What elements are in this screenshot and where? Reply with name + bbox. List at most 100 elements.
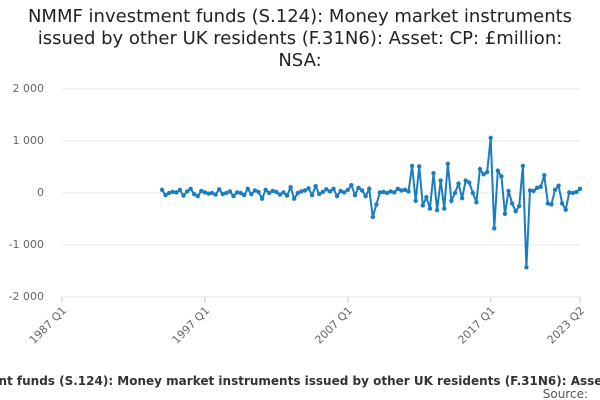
- y-tick-label: 1 000: [13, 134, 45, 147]
- data-point: [406, 189, 411, 194]
- data-point: [459, 196, 465, 201]
- data-point: [356, 185, 361, 190]
- data-point: [538, 184, 543, 189]
- x-tick-label: 2007 Q1: [312, 304, 355, 347]
- data-point: [509, 201, 515, 206]
- data-point: [227, 189, 233, 194]
- data-point: [231, 193, 236, 199]
- data-point: [424, 194, 429, 200]
- x-tick-label: 2017 Q1: [455, 304, 498, 347]
- data-point: [284, 193, 290, 198]
- data-point: [402, 187, 408, 193]
- y-tick-label: 2 000: [13, 82, 45, 95]
- data-point: [559, 201, 565, 206]
- data-point: [267, 190, 272, 196]
- data-point: [295, 190, 300, 196]
- data-point: [238, 190, 243, 196]
- data-point: [570, 190, 576, 196]
- data-point: [202, 190, 208, 195]
- data-point: [317, 191, 322, 197]
- data-point: [277, 192, 283, 197]
- data-point: [520, 163, 526, 169]
- data-point: [577, 186, 583, 192]
- data-point: [524, 265, 529, 270]
- data-point: [370, 214, 375, 220]
- data-point: [502, 211, 508, 216]
- y-tick-label: 0: [37, 186, 44, 199]
- data-point: [517, 203, 522, 209]
- data-point: [313, 184, 318, 189]
- data-point: [499, 174, 504, 179]
- data-point: [442, 206, 447, 211]
- data-point: [384, 190, 390, 196]
- data-point: [363, 193, 368, 199]
- data-point: [567, 190, 572, 195]
- data-point: [534, 185, 540, 190]
- data-point: [199, 188, 204, 194]
- data-point: [434, 207, 440, 213]
- data-point: [281, 190, 286, 195]
- data-point: [306, 186, 311, 191]
- data-point: [556, 183, 561, 188]
- data-point: [484, 170, 490, 175]
- data-point: [166, 190, 172, 196]
- data-point: [263, 187, 268, 193]
- data-point: [252, 188, 258, 193]
- data-point: [188, 186, 193, 192]
- data-point: [191, 191, 197, 197]
- data-point: [477, 166, 483, 172]
- data-point: [513, 209, 518, 214]
- data-point: [159, 187, 165, 193]
- data-point: [245, 186, 250, 192]
- y-tick-label: -1 000: [9, 238, 44, 251]
- data-point: [395, 186, 401, 192]
- data-point: [542, 173, 547, 178]
- data-point: [374, 202, 379, 207]
- data-point: [256, 189, 261, 195]
- data-point: [324, 187, 329, 192]
- data-point: [309, 192, 315, 198]
- source-label: Source:: [542, 387, 588, 400]
- data-point: [399, 188, 404, 193]
- data-point: [417, 164, 422, 169]
- data-point: [470, 190, 476, 196]
- data-point: [552, 187, 558, 193]
- data-point: [549, 202, 554, 207]
- data-point: [220, 191, 225, 197]
- data-point: [259, 196, 265, 201]
- data-point: [327, 189, 333, 194]
- data-point: [388, 189, 393, 194]
- x-tick-label: 2023 Q2: [545, 304, 588, 347]
- data-point: [467, 180, 472, 185]
- data-point: [209, 190, 215, 196]
- data-point: [427, 206, 433, 211]
- x-tick-label: 1997 Q1: [170, 304, 213, 347]
- data-point: [338, 188, 343, 194]
- x-tick-label: 1987 Q1: [27, 304, 70, 347]
- data-point: [334, 193, 340, 199]
- data-point: [452, 190, 458, 196]
- data-point: [409, 163, 415, 169]
- data-point: [234, 190, 240, 195]
- data-point: [545, 201, 551, 206]
- data-point: [224, 190, 229, 196]
- data-point: [392, 190, 397, 195]
- data-point: [574, 189, 579, 195]
- y-tick-label: -2 000: [9, 290, 44, 303]
- data-point: [249, 191, 254, 197]
- data-point: [438, 178, 443, 183]
- data-point: [213, 192, 218, 197]
- data-point: [174, 190, 179, 195]
- data-point: [367, 186, 372, 192]
- data-point: [345, 187, 350, 193]
- data-point: [184, 189, 190, 194]
- data-point: [342, 190, 347, 195]
- data-point: [177, 187, 183, 193]
- data-point: [449, 198, 454, 203]
- footer-title: NMMF investment funds (S.124): Money mar…: [0, 374, 600, 388]
- data-point: [359, 188, 365, 193]
- data-point: [320, 189, 325, 195]
- data-point: [506, 188, 511, 194]
- data-point: [241, 192, 247, 198]
